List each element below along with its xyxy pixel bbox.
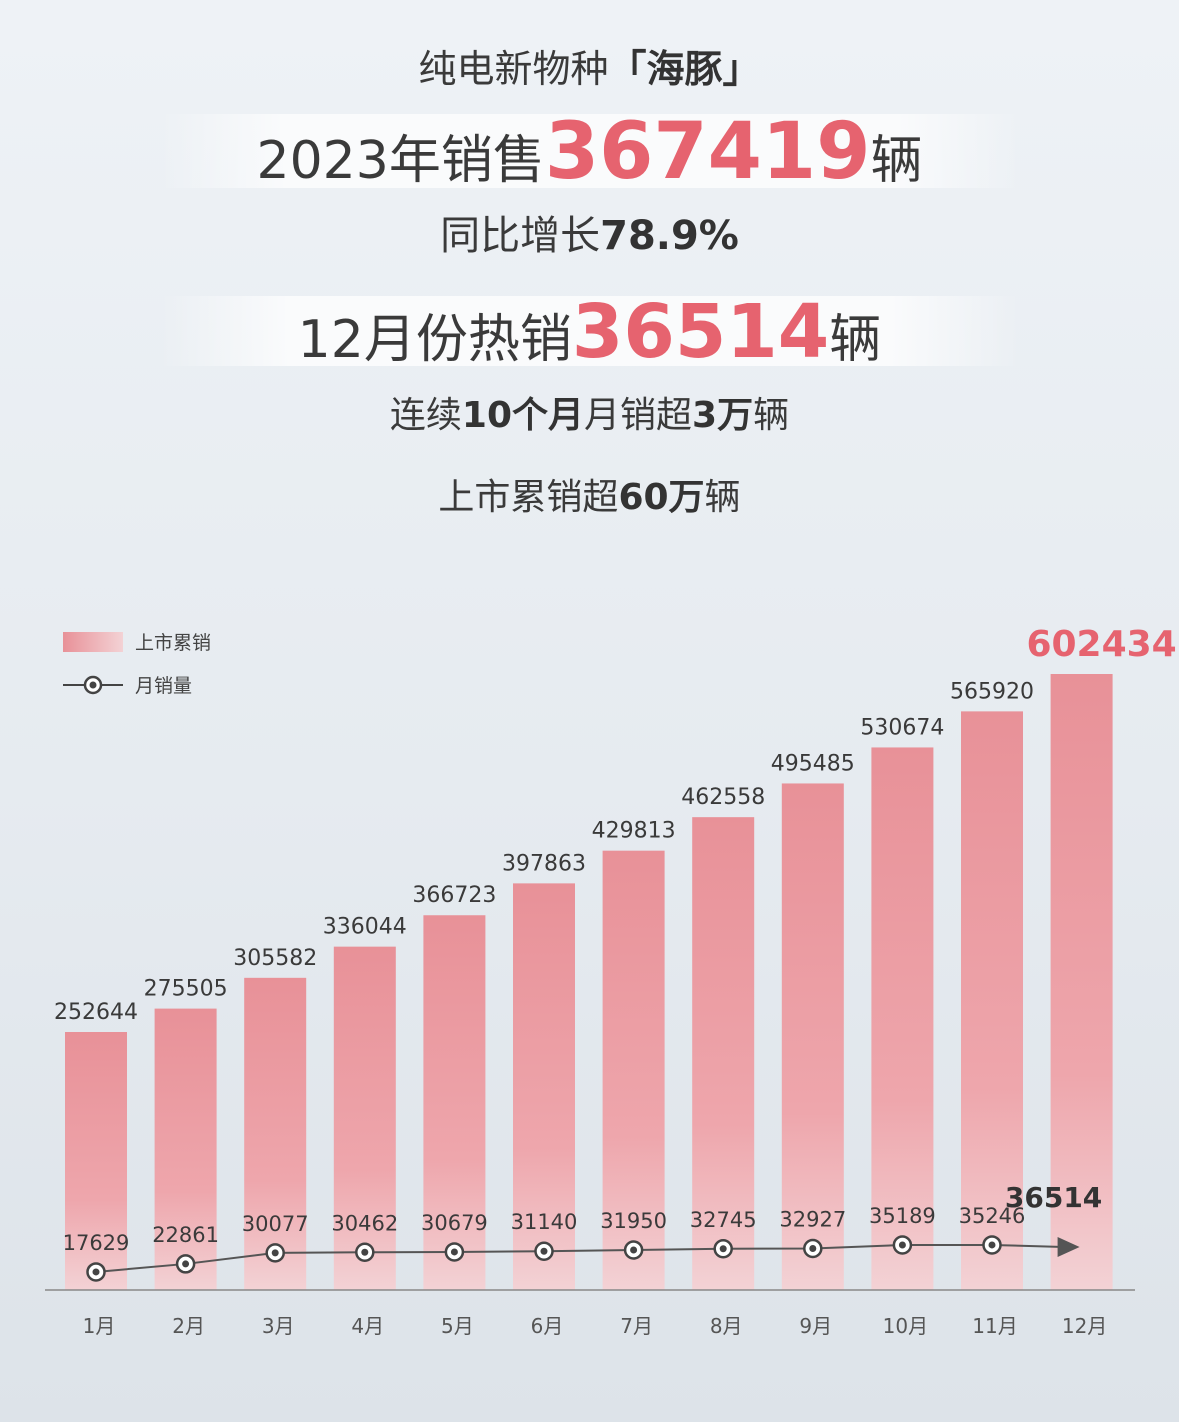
x-tick-label-2: 2月 bbox=[172, 1314, 205, 1338]
line-point-dot-8 bbox=[719, 1245, 727, 1253]
bar-value-label-3: 305582 bbox=[233, 946, 317, 971]
sales-band bbox=[160, 114, 1020, 188]
legend-label-monthly: 月销量 bbox=[135, 675, 192, 697]
cumulative-unit: 辆 bbox=[704, 477, 741, 518]
line-point-dot-4 bbox=[361, 1248, 369, 1256]
bar-4 bbox=[333, 946, 396, 1290]
cumulative-prefix: 上市累销超 bbox=[438, 477, 619, 518]
streak-line: 连续10个月月销超3万辆 bbox=[0, 386, 1179, 438]
bar-value-label-2: 275505 bbox=[144, 977, 228, 1002]
annual-sales-prefix: 2023年销售 bbox=[256, 131, 545, 191]
line-point-dot-7 bbox=[630, 1246, 638, 1254]
x-tick-label-12: 12月 bbox=[1062, 1314, 1107, 1338]
growth-value: 78.9% bbox=[600, 213, 739, 259]
line-point-dot-9 bbox=[809, 1244, 817, 1252]
streak-p3: 辆 bbox=[753, 395, 790, 436]
line-point-dot-11 bbox=[988, 1241, 996, 1249]
streak-p2: 月销超 bbox=[584, 395, 693, 436]
x-tick-label-6: 6月 bbox=[531, 1314, 564, 1338]
bar-value-label-1: 252644 bbox=[54, 1000, 138, 1025]
dec-sales-line: 12月份热销36514辆 bbox=[0, 292, 1179, 380]
bar-2 bbox=[154, 1008, 217, 1290]
bar-5 bbox=[423, 915, 486, 1290]
bar-11 bbox=[961, 711, 1023, 1290]
bar-value-label-11: 565920 bbox=[950, 679, 1034, 704]
line-point-dot-5 bbox=[450, 1248, 458, 1256]
x-tick-label-3: 3月 bbox=[262, 1314, 295, 1338]
line-value-label-1: 17629 bbox=[63, 1231, 130, 1255]
annual-sales-unit: 辆 bbox=[870, 131, 923, 191]
bar-3 bbox=[244, 977, 307, 1290]
bars-group: 2526442755053055823360443667233978634298… bbox=[54, 624, 1177, 1290]
cumulative-line: 上市累销超60万辆 bbox=[0, 468, 1179, 520]
bar-8 bbox=[692, 817, 755, 1290]
line-value-label-2: 22861 bbox=[152, 1223, 219, 1247]
line-point-dot-1 bbox=[92, 1268, 100, 1276]
growth-prefix: 同比增长 bbox=[440, 213, 601, 259]
x-tick-label-1: 1月 bbox=[83, 1314, 116, 1338]
x-tick-label-7: 7月 bbox=[620, 1314, 653, 1338]
streak-b1: 10个月 bbox=[461, 395, 585, 436]
x-tick-label-10: 10月 bbox=[883, 1314, 928, 1338]
line-value-label-3: 30077 bbox=[242, 1212, 309, 1236]
bar-value-label-4: 336044 bbox=[323, 915, 407, 940]
line-point-dot-2 bbox=[182, 1260, 190, 1268]
line-value-label-11: 35246 bbox=[959, 1204, 1026, 1228]
x-tick-label-8: 8月 bbox=[710, 1314, 743, 1338]
line-value-label-4: 30462 bbox=[331, 1211, 398, 1235]
title-prefix: 纯电新物种 bbox=[418, 47, 609, 91]
monthly-sales-line bbox=[95, 1243, 1064, 1273]
line-value-label-8: 32745 bbox=[690, 1208, 757, 1232]
title-bracket-close: 」 bbox=[722, 47, 761, 91]
line-value-label-10: 35189 bbox=[869, 1204, 936, 1228]
cumulative-value: 60万 bbox=[618, 477, 705, 518]
line-point-dot-6 bbox=[540, 1247, 548, 1255]
bar-value-label-10: 530674 bbox=[860, 715, 944, 740]
x-tick-label-9: 9月 bbox=[799, 1314, 832, 1338]
x-tick-label-5: 5月 bbox=[441, 1314, 474, 1338]
legend-label-cumulative: 上市累销 bbox=[135, 632, 211, 654]
line-group: 17629 22861 30077 30462 30679 31140 31950 32745… bbox=[63, 1181, 1102, 1282]
line-value-label-6: 31140 bbox=[511, 1210, 578, 1234]
bar-1 bbox=[65, 1032, 127, 1290]
line-value-label-12: 36514 bbox=[1005, 1181, 1102, 1214]
line-point-dot-3 bbox=[271, 1249, 279, 1257]
dec-sales-unit: 辆 bbox=[829, 310, 882, 370]
bar-value-label-5: 366723 bbox=[412, 883, 496, 908]
streak-b2: 3万 bbox=[692, 395, 754, 436]
sales-chart: 上市累销 月销量 2526442755053055823360443667233… bbox=[45, 624, 1177, 1338]
bar-9 bbox=[781, 783, 844, 1290]
annual-sales-value: 367419 bbox=[544, 107, 871, 197]
x-tick-label-11: 11月 bbox=[972, 1314, 1017, 1338]
headline-title: 纯电新物种「海豚」 bbox=[0, 38, 1179, 93]
title-bracket-open: 「 bbox=[608, 47, 647, 91]
dec-band bbox=[160, 296, 1020, 366]
bar-6 bbox=[513, 883, 575, 1290]
line-arrowhead bbox=[1057, 1237, 1080, 1257]
legend: 上市累销 月销量 bbox=[63, 632, 211, 697]
streak-p1: 连续 bbox=[389, 395, 462, 436]
title-name: 海豚 bbox=[646, 47, 723, 91]
bar-value-label-7: 429813 bbox=[592, 819, 676, 844]
line-value-label-7: 31950 bbox=[600, 1209, 667, 1233]
annual-sales-line: 2023年销售367419辆 bbox=[0, 110, 1179, 203]
legend-marker-inner bbox=[89, 681, 97, 689]
bar-7 bbox=[602, 850, 665, 1290]
dec-sales-prefix: 12月份热销 bbox=[297, 310, 572, 370]
bar-value-label-12: 602434 bbox=[1026, 624, 1176, 665]
line-value-label-9: 32927 bbox=[779, 1207, 846, 1231]
x-axis-labels: 1月 2月 3月 4月 5月 6月 7月 8月 9月 10月 11月 12月 bbox=[83, 1314, 1108, 1338]
bar-value-label-8: 462558 bbox=[681, 785, 765, 810]
growth-line: 同比增长78.9% bbox=[0, 203, 1179, 261]
legend-swatch-cumulative bbox=[63, 632, 123, 652]
line-point-dot-10 bbox=[898, 1241, 906, 1249]
bar-10 bbox=[871, 747, 934, 1290]
bar-12 bbox=[1050, 674, 1113, 1290]
line-value-label-5: 30679 bbox=[421, 1211, 488, 1235]
x-tick-label-4: 4月 bbox=[351, 1314, 384, 1338]
dec-sales-value: 36514 bbox=[571, 289, 830, 375]
bar-value-label-9: 495485 bbox=[771, 751, 855, 776]
bar-value-label-6: 397863 bbox=[502, 851, 586, 876]
